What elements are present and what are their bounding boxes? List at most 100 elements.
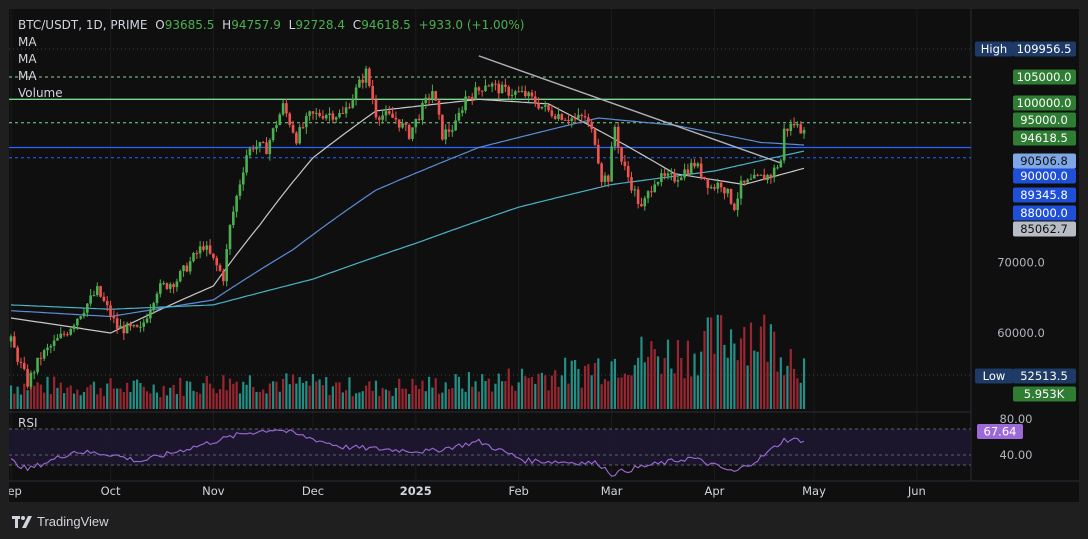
candle-body	[351, 99, 355, 108]
candle-body	[693, 162, 696, 167]
candle-body	[328, 113, 331, 115]
candle-body	[49, 345, 53, 348]
volume-bar	[281, 378, 285, 409]
volume-bar	[135, 379, 139, 409]
volume-bar	[311, 374, 315, 409]
candle-body	[739, 180, 743, 199]
price-tag-bg	[1013, 95, 1076, 111]
candle-body	[278, 114, 282, 126]
volume-bar	[617, 377, 620, 409]
volume-bar	[13, 393, 16, 409]
candle-body	[454, 120, 457, 131]
volume-bar	[650, 341, 653, 409]
candle-body	[431, 91, 434, 100]
symbol-label[interactable]: BTC/USDT, 1D, PRIME	[18, 18, 148, 32]
price-tag-bg	[1013, 130, 1076, 146]
volume-bar	[378, 395, 381, 409]
volume-bar	[82, 392, 86, 409]
price-tag-value: 90506.8	[1020, 154, 1068, 168]
volume-bar	[726, 357, 729, 409]
tradingview-logo-icon	[12, 515, 32, 528]
candle-body	[646, 191, 650, 199]
time-axis-tick: May	[802, 484, 826, 498]
volume-bar	[504, 381, 507, 409]
candle-body	[235, 195, 238, 212]
price-tag-bg	[1013, 221, 1076, 237]
volume-bar	[102, 396, 106, 409]
volume-bar	[9, 385, 13, 409]
candle-body	[633, 189, 637, 191]
chart-area[interactable]: RSI 80.00 40.00 67.64 70000.0 60000.0 High 1099…	[9, 9, 1079, 502]
price-tag-label-bg	[975, 41, 1013, 57]
candle-body	[616, 126, 620, 148]
volume-bar	[215, 393, 218, 409]
price-tag-value: 85062.7	[1020, 222, 1068, 236]
close-label: C	[352, 18, 362, 32]
volume-bar	[607, 381, 610, 409]
candle-body	[132, 325, 136, 327]
volume-bar	[527, 378, 530, 409]
volume-bar	[318, 379, 321, 409]
candle-body	[119, 325, 122, 329]
volume-bar	[570, 360, 573, 409]
volume-bar	[544, 375, 547, 409]
indicator-ma-1[interactable]: MA	[18, 35, 37, 49]
volume-bar	[192, 390, 195, 409]
candle-body	[427, 97, 431, 100]
candle-body	[381, 115, 384, 120]
time-axis-tick: Oct	[101, 484, 121, 498]
candle-body	[802, 130, 806, 134]
candle-body	[218, 265, 222, 271]
volume-bar	[335, 382, 338, 409]
candle-body	[670, 173, 673, 175]
candle-body	[348, 107, 351, 109]
candle-body	[736, 198, 739, 211]
indicator-volume[interactable]: Volume	[18, 86, 63, 100]
candle-body	[72, 325, 76, 330]
candle-body	[29, 372, 33, 387]
volume-bar	[736, 360, 739, 409]
rsi-line	[10, 429, 805, 477]
candle-body	[474, 87, 477, 100]
volume-bar	[729, 329, 733, 409]
volume-bar	[783, 375, 786, 409]
candle-body	[434, 91, 438, 101]
volume-bar	[461, 388, 464, 409]
volume-bar	[374, 380, 378, 409]
low-label: L	[288, 18, 296, 32]
volume-bar	[441, 392, 444, 409]
volume-bar	[185, 381, 188, 409]
candle-body	[729, 188, 733, 204]
candle-body	[52, 340, 56, 346]
candle-body	[527, 92, 530, 97]
candle-body	[82, 312, 86, 317]
candle-body	[762, 174, 766, 181]
volume-bar	[195, 391, 198, 409]
candle-body	[533, 96, 537, 104]
volume-bar	[165, 395, 169, 409]
close-value: 94618.5	[361, 18, 411, 32]
candle-body	[457, 112, 461, 121]
volume-bar	[716, 314, 719, 409]
candle-body	[344, 107, 348, 114]
tradingview-brand[interactable]: TradingView	[12, 514, 109, 529]
candle-body	[159, 283, 162, 294]
candle-body	[643, 198, 647, 207]
volume-bar	[275, 381, 278, 409]
volume-bar	[212, 388, 215, 409]
volume-bar	[653, 348, 656, 409]
price-tag-label-bg	[975, 368, 1013, 384]
price-chart[interactable]: RSI 80.00 40.00 67.64 70000.0 60000.0 High 1099…	[9, 9, 1079, 502]
candle-body	[295, 132, 298, 144]
price-tag-bg	[1013, 187, 1076, 203]
price-tag-label: Low	[983, 369, 1006, 383]
volume-bar	[351, 396, 354, 409]
volume-bar	[53, 376, 56, 409]
volume-bar	[222, 375, 225, 409]
candle-body	[779, 160, 783, 168]
indicator-ma-3[interactable]: MA	[18, 69, 37, 83]
volume-bar	[623, 373, 626, 409]
rsi-label: RSI	[18, 416, 38, 430]
volume-bar	[739, 338, 743, 409]
indicator-ma-2[interactable]: MA	[18, 52, 37, 66]
